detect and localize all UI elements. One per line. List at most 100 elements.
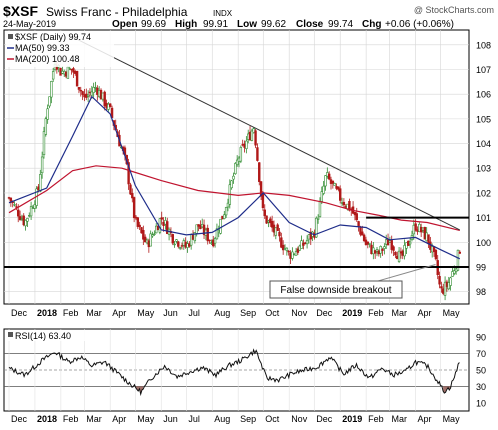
- candle-body: [302, 242, 305, 246]
- candle-body: [175, 239, 178, 242]
- candle-body: [15, 206, 18, 208]
- candle-body: [451, 271, 454, 277]
- candle-body: [361, 231, 364, 236]
- open-label: Open: [112, 19, 138, 30]
- candle-body: [42, 131, 46, 156]
- candle-body: [223, 214, 226, 219]
- rsi-x-tick-label: Dec: [11, 414, 28, 424]
- price-tick-label: 103: [476, 164, 491, 174]
- candle-body: [188, 243, 191, 247]
- candle-body: [386, 239, 390, 246]
- candle-body: [75, 70, 79, 87]
- candle-body: [241, 144, 244, 146]
- candle-body: [105, 102, 108, 108]
- candle-body: [291, 251, 294, 259]
- candle-body: [186, 243, 189, 248]
- candle-body: [96, 87, 99, 95]
- candle-body: [37, 186, 40, 190]
- candle-body: [221, 215, 224, 220]
- candle-body: [399, 251, 403, 254]
- candle-body: [370, 244, 373, 255]
- candle-body: [132, 197, 136, 219]
- candle-body: [296, 248, 300, 253]
- legend-price: $XSF (Daily) 99.74: [15, 32, 91, 42]
- candle-body: [64, 71, 68, 77]
- rsi-y-axis: 10 30 50 70 90: [476, 333, 486, 409]
- candle-body: [403, 245, 406, 257]
- candle-body: [239, 147, 243, 162]
- candle-body: [199, 224, 202, 230]
- x-tick-label: May: [137, 308, 155, 318]
- rsi-line: [8, 348, 460, 397]
- candle-body: [7, 197, 11, 199]
- candle-body: [26, 218, 29, 222]
- candle-body: [195, 224, 198, 234]
- rsi-x-tick-label: May: [443, 414, 461, 424]
- candle-body: [419, 226, 423, 233]
- candle-body: [234, 163, 237, 175]
- candle-body: [180, 245, 184, 247]
- candle-body: [390, 240, 393, 250]
- rsi-x-tick-label: Feb: [63, 414, 79, 424]
- candle-body: [63, 71, 66, 75]
- candle-body: [280, 237, 283, 248]
- candle-body: [77, 87, 81, 90]
- x-tick-label: Feb: [63, 308, 79, 318]
- candle-body: [140, 227, 143, 234]
- candle-body: [333, 183, 336, 186]
- price-tick-label: 106: [476, 90, 491, 100]
- candle-body: [81, 91, 84, 95]
- candle-body: [447, 282, 450, 290]
- candle-body: [385, 239, 388, 245]
- candle-body: [270, 221, 274, 228]
- price-tick-label: 98: [476, 287, 486, 297]
- candle-body: [184, 241, 187, 248]
- candle-body: [355, 213, 358, 221]
- candle-body: [454, 268, 458, 272]
- candlesticks: [7, 58, 462, 301]
- candle-body: [28, 215, 31, 217]
- rsi-x-tick-label: 2018: [37, 414, 57, 424]
- candle-body: [213, 237, 217, 244]
- candle-body: [160, 217, 163, 220]
- candle-body: [39, 174, 42, 192]
- x-tick-label: Jul: [188, 308, 200, 318]
- candle-body: [177, 241, 180, 247]
- candle-body: [438, 276, 441, 285]
- x-tick-label: Apr: [112, 308, 126, 318]
- candle-body: [408, 241, 412, 245]
- candle-body: [153, 233, 156, 235]
- candle-body: [443, 281, 447, 296]
- x-tick-label: Jun: [163, 308, 178, 318]
- candle-body: [261, 193, 265, 209]
- quote-date: 24-May-2019: [3, 19, 56, 29]
- candle-body: [212, 239, 215, 247]
- candle-body: [189, 234, 193, 246]
- candle-body: [401, 250, 404, 256]
- candle-body: [40, 156, 44, 174]
- price-tick-label: 107: [476, 65, 491, 75]
- candle-body: [272, 224, 276, 233]
- candle-body: [210, 242, 213, 244]
- candle-body: [440, 286, 443, 289]
- candle-body: [414, 223, 417, 231]
- close-value: 99.74: [328, 19, 353, 30]
- candle-body: [31, 207, 35, 209]
- rsi-label-box: [6, 330, 96, 341]
- candle-body: [392, 246, 395, 251]
- candle-body: [357, 221, 360, 227]
- candle-body: [33, 204, 36, 209]
- x-tick-label: Mar: [86, 308, 102, 318]
- candle-body: [197, 224, 200, 227]
- close-label: Close: [296, 19, 324, 30]
- candle-body: [287, 250, 290, 253]
- candle-body: [307, 234, 311, 240]
- candle-body: [226, 202, 230, 208]
- candle-body: [129, 184, 132, 195]
- candle-body: [327, 173, 331, 180]
- candle-body: [70, 68, 73, 71]
- candle-body: [281, 244, 285, 251]
- candle-body: [101, 92, 105, 100]
- x-tick-label: Aug: [214, 308, 230, 318]
- candle-body: [166, 221, 169, 234]
